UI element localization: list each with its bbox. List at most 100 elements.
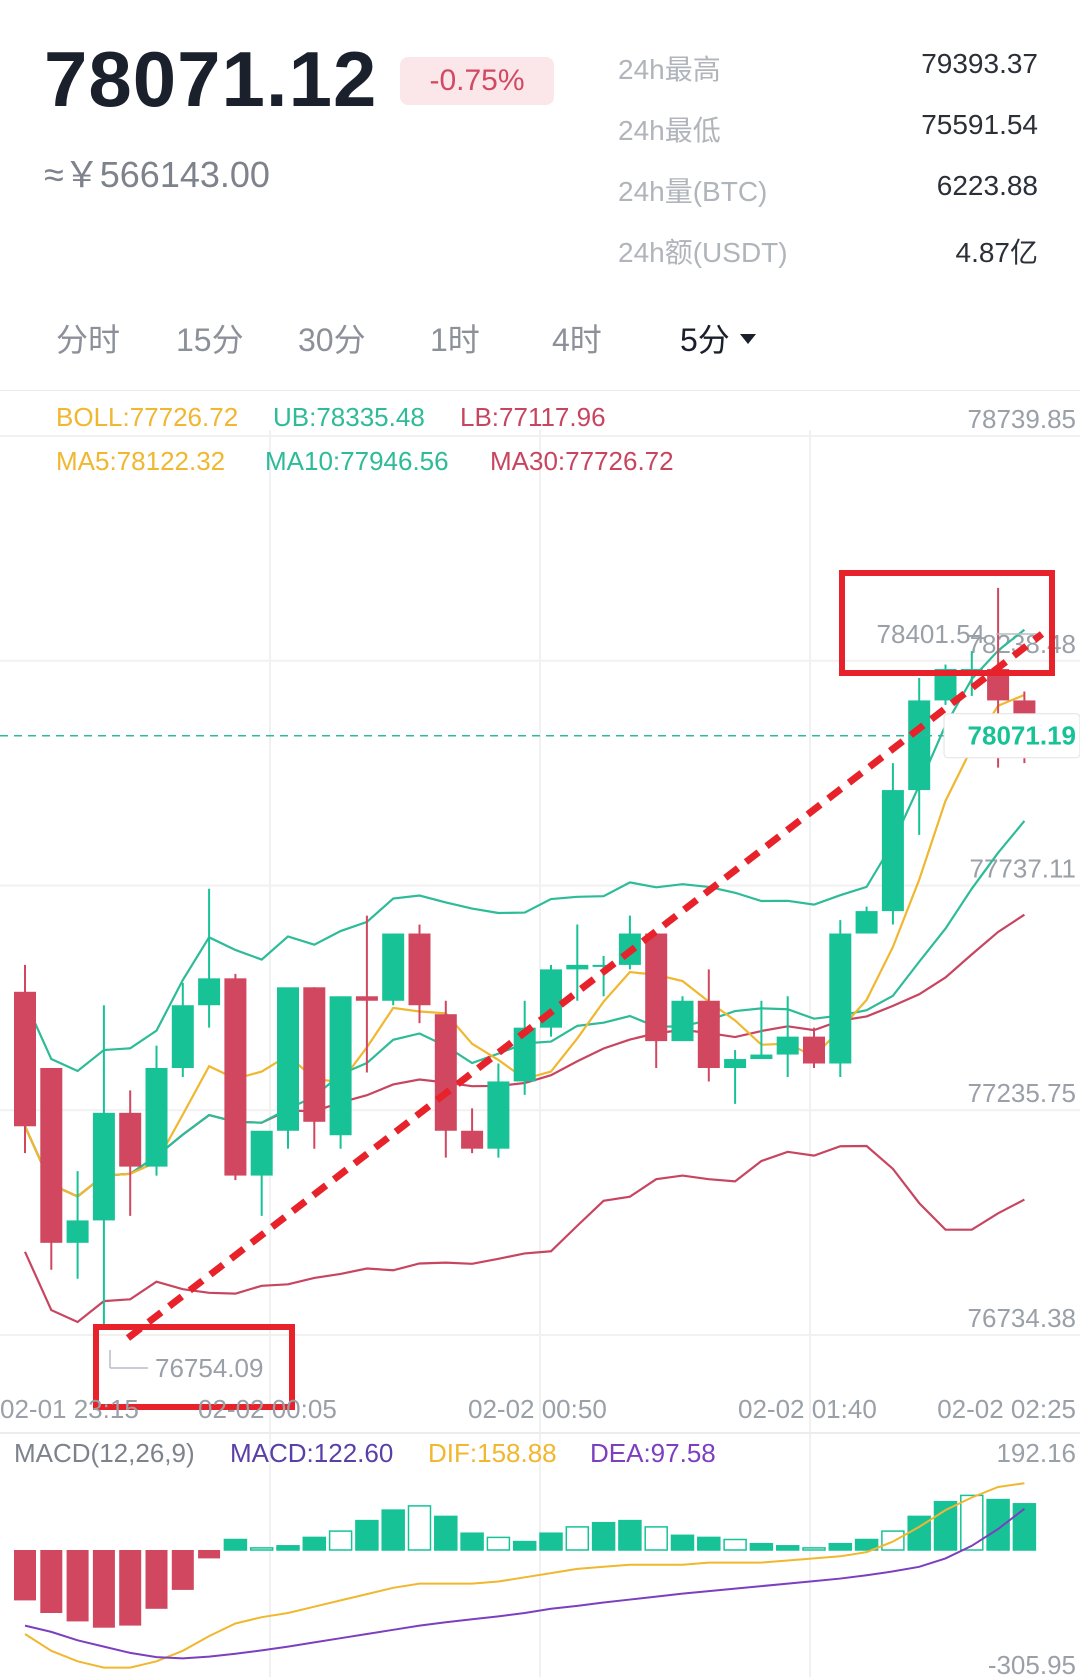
- indicator-lines: [23, 628, 1026, 1324]
- boll-lb-label: LB:77117.96: [460, 402, 606, 432]
- time-tick: 02-02 00:50: [468, 1394, 607, 1424]
- macd-bar: [119, 1550, 142, 1626]
- macd-bar: [92, 1550, 115, 1628]
- macd-bar: [565, 1526, 590, 1551]
- candle-body: [40, 1067, 63, 1243]
- macd-bar: [66, 1550, 89, 1622]
- macd-bar: [539, 1532, 563, 1551]
- macd-bar: [986, 1498, 1010, 1551]
- macd-bar: [302, 1536, 327, 1551]
- macd-bar: [697, 1536, 721, 1551]
- stat-row-volume: 24h量(BTC) 6223.88: [618, 170, 1038, 231]
- macd-axis-min: -305.95: [988, 1650, 1076, 1677]
- candle-body: [908, 700, 931, 791]
- candle-body: [724, 1059, 747, 1068]
- candle-body: [250, 1130, 273, 1176]
- macd-bar: [171, 1550, 194, 1590]
- macd-bar: [618, 1519, 642, 1551]
- macd-bar: [198, 1550, 221, 1559]
- macd-bar: [486, 1536, 511, 1551]
- interval-tabs: 分时 15分 30分 1时 4时 5分: [0, 315, 1080, 375]
- macd-bar: [434, 1515, 458, 1551]
- macd-axis-max: 192.16: [996, 1438, 1076, 1468]
- candle-body: [14, 991, 36, 1127]
- macd-bar: [960, 1494, 984, 1551]
- stat-label: 24h最低: [618, 115, 721, 146]
- candle-body: [487, 1081, 510, 1149]
- dea-value: DEA:97.58: [590, 1438, 716, 1468]
- ma5-label: MA5:78122.32: [56, 446, 225, 476]
- candle-body: [592, 964, 615, 967]
- ma30-label: MA30:77726.72: [490, 446, 674, 476]
- macd-bar: [828, 1542, 853, 1551]
- tab-30m[interactable]: 30分: [298, 322, 366, 358]
- candle-body: [434, 1014, 457, 1131]
- macd-bar: [644, 1526, 668, 1551]
- tab-4h[interactable]: 4时: [552, 322, 602, 358]
- time-tick: 02-02 01:40: [738, 1394, 877, 1424]
- ma10-label: MA10:77946.56: [265, 446, 449, 476]
- macd-bar: [40, 1550, 63, 1613]
- tab-5m[interactable]: 5分: [680, 315, 756, 361]
- stat-row-high: 24h最高 79393.37: [618, 48, 1038, 109]
- macd-bar: [670, 1534, 695, 1551]
- price-tick: 78739.85: [968, 404, 1076, 434]
- stat-label: 24h最高: [618, 54, 721, 85]
- dea-line: [24, 1508, 1026, 1660]
- candle-body: [92, 1112, 115, 1221]
- tab-15m[interactable]: 15分: [176, 322, 244, 358]
- stat-value: 75591.54: [921, 109, 1038, 140]
- macd-bar: [723, 1538, 747, 1551]
- candle-body: [461, 1130, 484, 1149]
- macd-bar: [355, 1519, 379, 1551]
- macd-bar: [591, 1521, 616, 1551]
- candle-body: [303, 987, 326, 1122]
- macd-bar: [249, 1547, 274, 1551]
- macd-bar: [276, 1545, 300, 1551]
- stat-label: 24h量(BTC): [618, 176, 768, 207]
- candle-body: [198, 978, 221, 1006]
- price-tick: 77235.75: [968, 1078, 1076, 1108]
- macd-histogram: [14, 1494, 1037, 1628]
- candle-body: [566, 964, 589, 970]
- macd-bar: [460, 1532, 484, 1551]
- candle-body: [934, 669, 957, 701]
- candle-body: [66, 1220, 89, 1243]
- price-tick: 76734.38: [968, 1303, 1076, 1333]
- macd-bar: [145, 1550, 168, 1609]
- trend-line: [125, 631, 1045, 1341]
- candle-body: [881, 790, 904, 912]
- high-annotation: 78401.54: [877, 619, 985, 649]
- candle-body: [829, 933, 852, 1064]
- tab-5m-label: 5分: [680, 322, 730, 358]
- tab-timeshare[interactable]: 分时: [56, 322, 121, 358]
- macd-lines: [24, 1482, 1026, 1669]
- boll-upper-line: [23, 628, 1026, 1073]
- divider: [0, 390, 1080, 391]
- candle-body: [671, 1000, 694, 1042]
- boll-label: BOLL:77726.72: [56, 402, 238, 432]
- dif-value: DIF:158.88: [428, 1438, 557, 1468]
- stats-panel: 24h最高 79393.37 24h最低 75591.54 24h量(BTC) …: [618, 48, 1038, 292]
- highlight-box-high: [839, 570, 1055, 676]
- boll-lower-line: [23, 1144, 1025, 1324]
- macd-bar: [512, 1540, 537, 1551]
- kline-chart[interactable]: BOLL:77726.72 UB:78335.48 LB:77117.96 MA…: [0, 390, 1080, 1677]
- caret-down-icon: [739, 333, 756, 344]
- ticker-header: 78071.12 -0.75% ≈￥566143.00 24h最高 79393.…: [0, 0, 1080, 290]
- time-tick: 02-01 23:15: [0, 1394, 139, 1424]
- macd-bar: [933, 1500, 958, 1551]
- stat-row-turnover: 24h额(USDT) 4.87亿: [618, 231, 1038, 292]
- tab-1h[interactable]: 1时: [430, 322, 480, 358]
- last-price: 78071.12: [44, 35, 378, 123]
- macd-params: MACD(12,26,9): [14, 1438, 195, 1468]
- macd-bar: [775, 1545, 800, 1551]
- macd-bar: [802, 1547, 826, 1551]
- time-tick: 02-02 02:25: [937, 1394, 1076, 1424]
- candle-body: [329, 996, 352, 1136]
- stat-value: 4.87亿: [955, 237, 1039, 268]
- candle-body: [277, 987, 299, 1131]
- time-tick: 02-02 00:05: [198, 1394, 337, 1424]
- ma5-line: [23, 693, 1025, 1198]
- highlight-box-low: [93, 1324, 295, 1410]
